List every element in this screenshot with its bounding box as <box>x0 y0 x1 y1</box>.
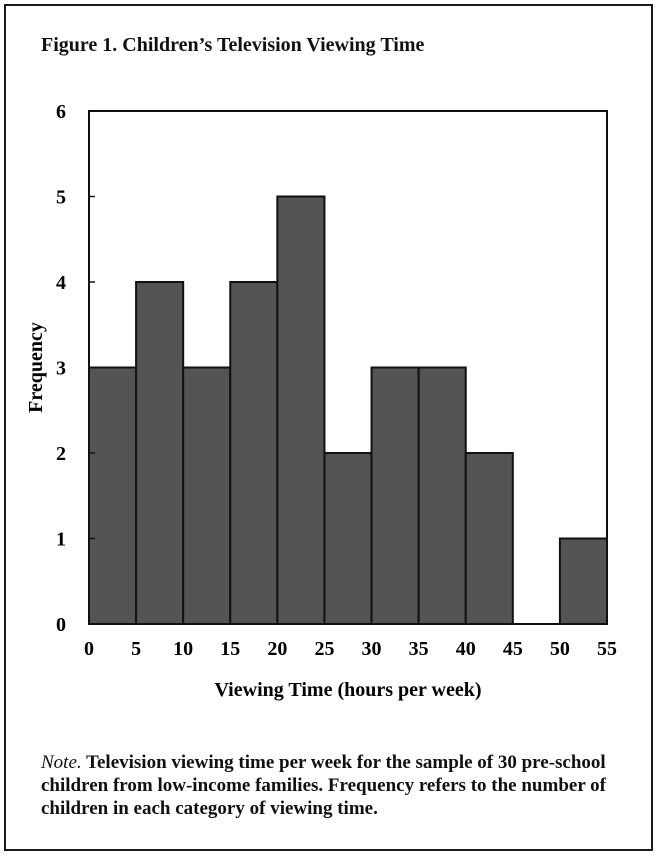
note-label: Note. <box>41 752 82 773</box>
x-tick-label: 35 <box>409 638 429 660</box>
y-tick-label: 6 <box>56 101 66 123</box>
x-tick-label: 45 <box>503 638 523 660</box>
x-tick-label: 30 <box>362 638 382 660</box>
x-tick-label: 5 <box>131 638 141 660</box>
figure-frame <box>4 4 653 851</box>
x-tick-label: 0 <box>84 638 94 660</box>
x-tick-label: 20 <box>267 638 287 660</box>
histogram-bar <box>88 366 138 625</box>
histogram-bar <box>229 281 279 625</box>
histogram-bars <box>88 195 609 625</box>
histogram-bar <box>558 537 609 625</box>
y-tick-label: 4 <box>56 272 66 294</box>
y-tick-label: 1 <box>56 529 66 551</box>
x-axis-ticks: 0 5 10 15 20 25 30 35 40 45 50 55 <box>84 638 617 660</box>
x-tick-label: 50 <box>550 638 570 660</box>
y-axis-label: Frequency <box>25 322 47 413</box>
histogram-bar <box>135 281 185 625</box>
histogram-bar <box>370 366 420 625</box>
histogram-bar <box>323 452 373 625</box>
x-tick-label: 25 <box>314 638 334 660</box>
y-tick-label: 3 <box>56 358 66 380</box>
x-axis-label: Viewing Time (hours per week) <box>214 679 481 701</box>
figure-note: Note. Television viewing time per week f… <box>41 751 621 820</box>
histogram-bar <box>417 366 467 625</box>
histogram-bar <box>182 366 232 625</box>
y-tick-label: 5 <box>56 187 66 209</box>
y-tick-label: 0 <box>56 614 66 636</box>
x-tick-label: 15 <box>220 638 240 660</box>
figure-title: Figure 1. Children’s Television Viewing … <box>41 34 425 56</box>
x-tick-label: 40 <box>456 638 476 660</box>
x-tick-label: 55 <box>597 638 617 660</box>
histogram-bar <box>276 195 326 625</box>
x-tick-label: 10 <box>173 638 193 660</box>
y-axis-ticks: 0 1 2 3 4 5 6 <box>56 101 95 636</box>
y-tick-label: 2 <box>56 443 66 465</box>
note-text: Television viewing time per week for the… <box>41 752 606 819</box>
histogram-bar <box>464 452 514 625</box>
